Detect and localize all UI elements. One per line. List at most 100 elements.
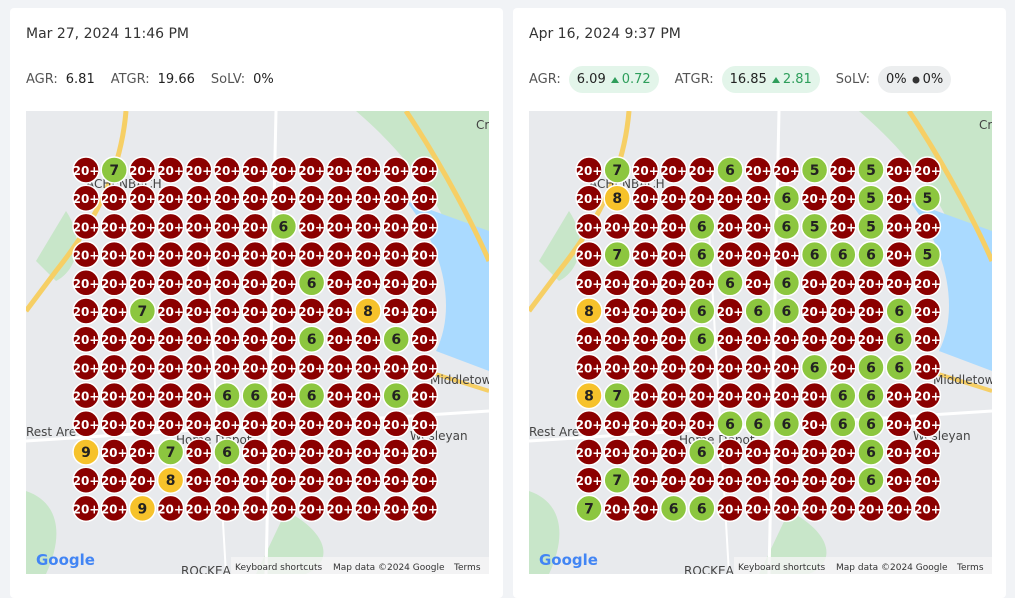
rank-marker — [382, 494, 410, 523]
rank-marker — [659, 410, 688, 438]
rank-marker — [156, 381, 185, 410]
rank-label: 7 — [612, 389, 622, 405]
rank-label: 20+ — [858, 502, 885, 516]
rank-marker — [128, 353, 157, 382]
rank-label: 20+ — [270, 164, 297, 178]
rank-marker — [410, 438, 439, 466]
rank-marker — [631, 438, 660, 466]
rank-marker — [631, 156, 660, 184]
map: CroMiddletowRest AreROCKEAACHENBACHWesle… — [529, 111, 992, 574]
rank-marker — [156, 438, 185, 466]
rank-marker — [688, 466, 716, 494]
rank-label: 20+ — [745, 333, 772, 347]
rank-marker — [297, 184, 326, 212]
rank-label: 20+ — [914, 277, 941, 291]
rank-marker — [297, 353, 326, 382]
rank-marker — [800, 410, 829, 438]
rank-marker — [213, 297, 241, 325]
rank-marker — [772, 410, 801, 438]
rank-label: 6 — [697, 248, 707, 264]
rank-marker — [688, 381, 716, 410]
rank-label: 6 — [222, 389, 232, 405]
rank-label: 6 — [838, 417, 848, 433]
rank-label: 20+ — [185, 390, 212, 404]
delta-icon — [912, 76, 920, 83]
map-label: Rest Are — [529, 425, 579, 439]
rank-marker — [185, 494, 213, 523]
rank-marker — [913, 240, 942, 269]
rank-label: 20+ — [73, 220, 100, 234]
rank-marker — [772, 494, 801, 523]
rank-label: 20+ — [101, 305, 128, 319]
rank-label: 20+ — [801, 305, 828, 319]
rank-label: 20+ — [214, 249, 241, 263]
rank-label: 20+ — [660, 390, 687, 404]
rank-label: 20+ — [157, 192, 184, 206]
rank-marker — [744, 325, 772, 353]
rank-label: 8 — [584, 304, 594, 320]
footer-terms: Terms — [956, 563, 984, 573]
rank-marker — [100, 297, 128, 325]
rank-marker — [72, 466, 100, 494]
rank-marker — [857, 381, 885, 410]
rank-marker — [631, 494, 660, 523]
rank-label: 20+ — [688, 192, 715, 206]
rank-label: 20+ — [604, 446, 631, 460]
rank-marker — [857, 269, 885, 297]
metric-value: 0% — [886, 72, 907, 87]
rank-marker — [410, 212, 439, 241]
rank-marker — [857, 156, 885, 184]
rank-marker — [382, 269, 410, 297]
rank-label: 20+ — [604, 361, 631, 375]
rank-label: 20+ — [411, 333, 438, 347]
rank-label: 20+ — [326, 305, 353, 319]
rank-label: 20+ — [185, 220, 212, 234]
rank-label: 20+ — [129, 192, 156, 206]
rank-label: 6 — [391, 389, 401, 405]
rank-marker — [241, 297, 269, 325]
rank-marker — [410, 466, 439, 494]
rank-marker — [744, 212, 772, 241]
rank-marker — [354, 240, 382, 269]
rank-marker — [241, 353, 269, 382]
rank-marker — [213, 438, 241, 466]
up-arrow — [610, 76, 619, 83]
rank-label: 20+ — [773, 390, 800, 404]
rank-marker — [382, 353, 410, 382]
rank-label: 20+ — [73, 164, 100, 178]
rank-marker — [603, 325, 631, 353]
rank-marker — [857, 466, 885, 494]
rank-marker — [603, 156, 631, 184]
rank-label: 20+ — [886, 220, 913, 234]
rank-label: 20+ — [632, 220, 659, 234]
rank-label: 6 — [866, 445, 876, 461]
rank-marker — [326, 494, 354, 523]
metric: AGR: 6.81 — [26, 66, 95, 93]
rank-marker — [829, 410, 857, 438]
rank-marker — [716, 269, 744, 297]
map: CroMiddletowRest AreROCKEAACHENBACHWesle… — [26, 111, 489, 574]
road — [403, 111, 489, 262]
rank-marker — [688, 494, 716, 523]
rank-marker — [354, 494, 382, 523]
rank-marker — [410, 353, 439, 382]
rank-marker — [213, 240, 241, 269]
rank-label: 20+ — [829, 277, 856, 291]
rank-marker — [213, 269, 241, 297]
rank-label: 20+ — [773, 333, 800, 347]
metric: ATGR: 19.66 — [111, 66, 195, 93]
rank-marker — [410, 325, 439, 353]
rank-label: 6 — [697, 219, 707, 235]
rank-marker — [716, 494, 744, 523]
map-area — [539, 211, 580, 281]
rank-marker — [326, 269, 354, 297]
rank-marker — [800, 325, 829, 353]
rank-label: 20+ — [801, 192, 828, 206]
rank-marker — [297, 381, 326, 410]
rank-label: 20+ — [383, 249, 410, 263]
rank-marker — [829, 438, 857, 466]
rank-label: 20+ — [411, 361, 438, 375]
rank-marker — [603, 494, 631, 523]
rank-label: 20+ — [101, 446, 128, 460]
rank-label: 20+ — [660, 277, 687, 291]
